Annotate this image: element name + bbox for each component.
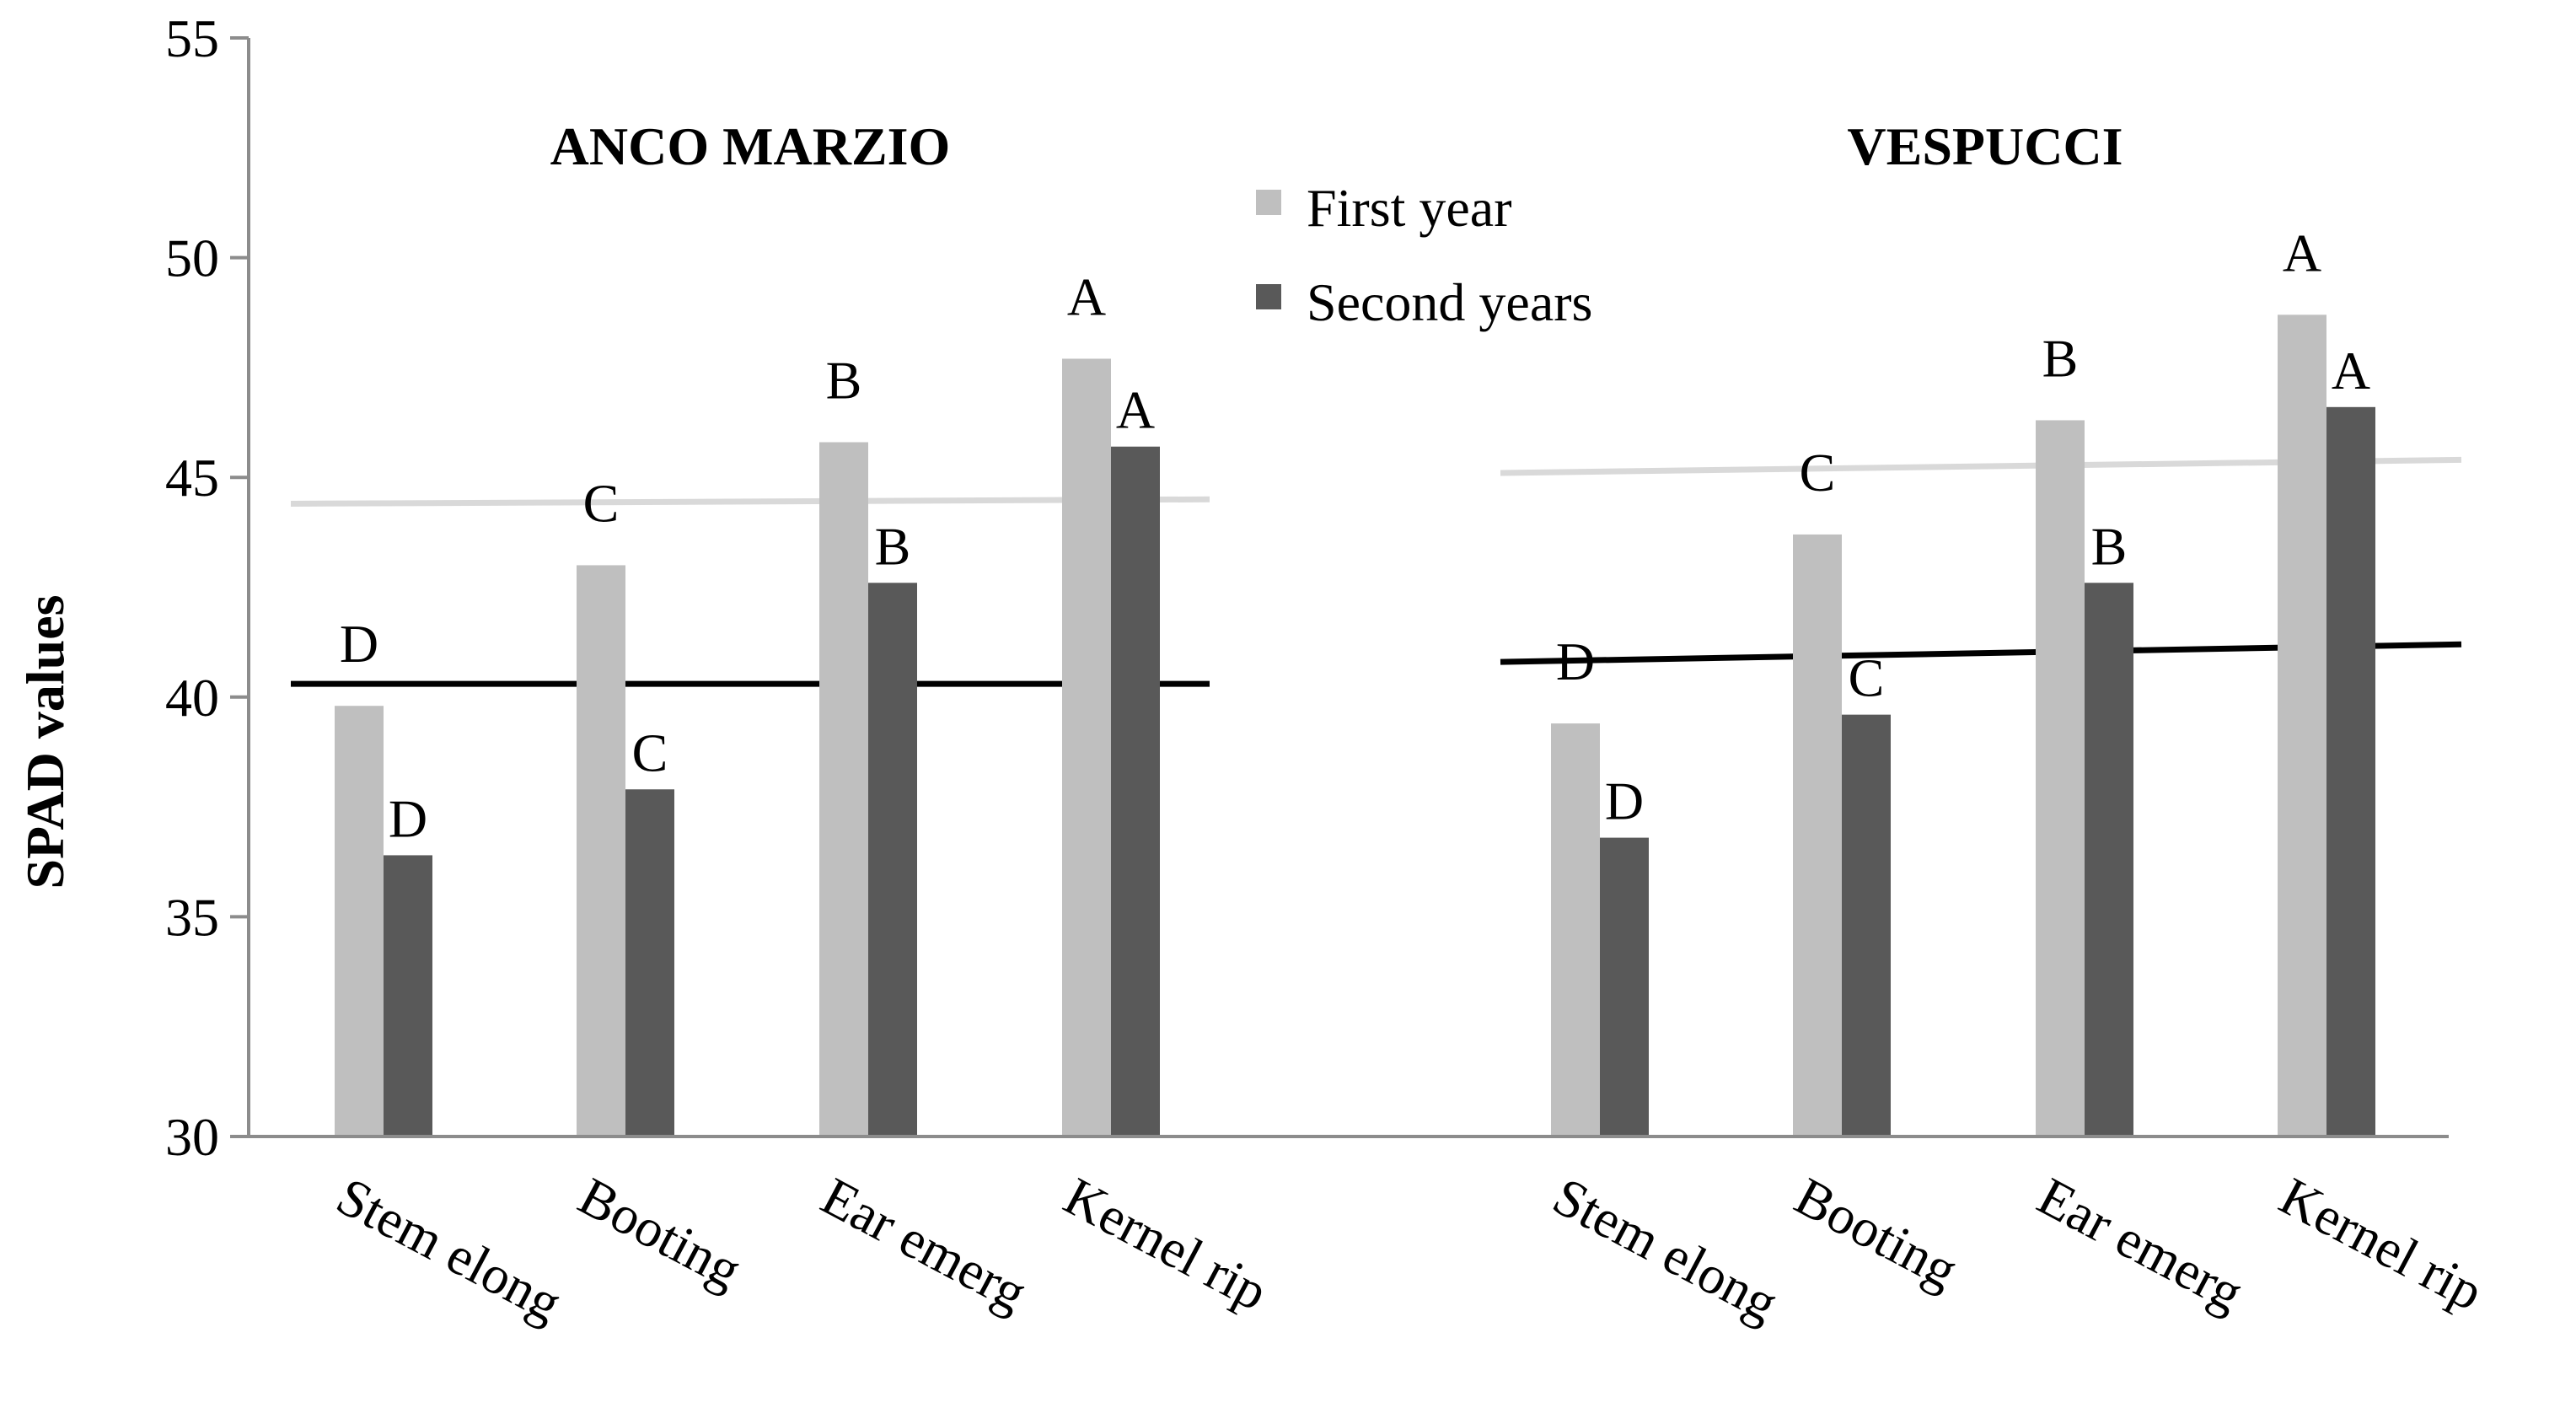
bar-letter-label: C [1849,648,1885,708]
x-category-label: Ear emerg [812,1166,1036,1323]
y-tick-label: 50 [165,228,219,288]
x-category-label: Kernel rip [2270,1166,2493,1322]
y-tick-label: 45 [165,448,219,508]
bar-letter-label: D [1605,771,1644,831]
bar [2278,314,2326,1137]
bar [2326,406,2375,1137]
bar-letter-label: A [2283,223,2321,282]
bar-letter-label: C [1800,443,1836,502]
bar-letter-label: B [826,351,862,411]
bar-letter-label: B [2091,516,2128,576]
group-titles: ANCO MARZIO VESPUCCI [550,116,2123,176]
legend: First year Second years [1256,178,1592,332]
bar-letter-label: A [1067,266,1106,326]
x-category-label: Stem elong [327,1166,571,1334]
bar [577,565,625,1137]
bar-letter-label: C [632,723,668,782]
group-title-vespucci: VESPUCCI [1847,116,2123,176]
y-tick-label: 30 [165,1107,219,1167]
bar [1551,723,1600,1137]
bar-letter-label: C [583,473,620,533]
bar-letter-label: D [340,614,378,674]
bar-letter-label: D [1556,631,1595,691]
trendline [290,496,1210,507]
legend-label-first-year: First year [1307,178,1512,238]
bar [1062,358,1111,1137]
bar [335,706,384,1137]
x-category-label: Booting [569,1166,750,1301]
legend-label-second-years: Second years [1307,272,1592,332]
legend-swatch-first-year [1256,190,1281,215]
bar [1793,534,1842,1137]
y-tick-label: 40 [165,668,219,728]
bar [1600,837,1649,1137]
bar [819,442,868,1137]
bar [384,855,432,1137]
bar-letter-label: B [2042,328,2079,388]
y-tick-label: 35 [165,887,219,947]
legend-swatch-second-years [1256,284,1281,309]
bar [868,583,917,1137]
bar-letter-label: D [389,788,427,848]
x-category-label: Kernel rip [1055,1166,1277,1322]
bar-letter-label: A [2332,341,2370,400]
x-category-label: Stem elong [1543,1166,1787,1334]
y-axis: 30 35 40 45 50 55 [165,8,250,1167]
bar-letter-label: A [1116,380,1155,440]
y-tick-label: 55 [165,8,219,68]
bar [2085,583,2133,1137]
x-category-label: Ear emerg [2028,1166,2252,1323]
bars [335,314,2375,1137]
x-category-label: Booting [1785,1166,1967,1301]
y-axis-title: SPAD values [15,594,75,889]
bar-letter-label: B [875,516,911,576]
group-title-anco-marzio: ANCO MARZIO [550,116,951,176]
bar [1842,714,1891,1137]
bar [625,789,674,1137]
bar [1111,446,1160,1137]
bar [2036,420,2085,1137]
